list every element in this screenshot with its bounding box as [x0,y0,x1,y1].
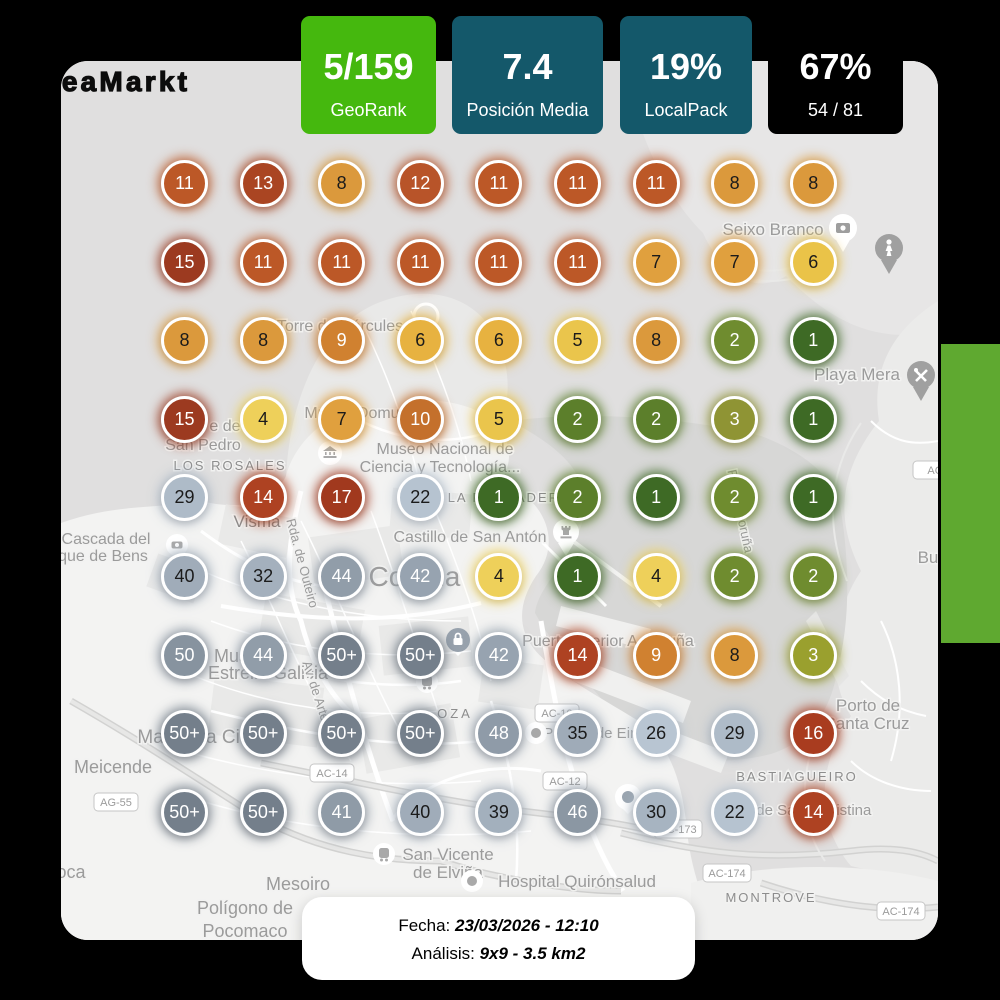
svg-text:Porto de: Porto de [836,696,900,715]
svg-text:AC-14: AC-14 [316,768,347,780]
svg-text:AG-55: AG-55 [100,797,132,809]
svg-text:MONTROVE: MONTROVE [725,890,816,905]
svg-text:Castillo de San Antón: Castillo de San Antón [394,529,547,546]
svg-text:Cascada del: Cascada del [62,531,151,548]
svg-text:Bu: Bu [918,548,938,567]
svg-text:LOS ROSALES: LOS ROSALES [173,458,286,473]
svg-text:Playa Mera: Playa Mera [814,365,901,384]
svg-text:Santa Cruz: Santa Cruz [824,714,909,733]
svg-text:Seixo Branco: Seixo Branco [722,220,823,239]
svg-text:BASTIAGUEIRO: BASTIAGUEIRO [736,769,858,784]
svg-text:AC-174: AC-174 [708,868,745,880]
svg-text:Pocomaco: Pocomaco [202,921,287,940]
svg-text:que de Bens: que de Bens [61,548,148,565]
svg-text:AC: AC [927,465,938,477]
svg-text:Mesoiro: Mesoiro [266,874,330,894]
svg-text:e de: e de [209,418,240,435]
svg-text:Hospital Quirónsalud: Hospital Quirónsalud [498,872,656,891]
svg-text:AC-174: AC-174 [882,906,919,918]
svg-text:OZA: OZA [437,706,473,721]
svg-text:San Vicente: San Vicente [402,845,493,864]
svg-text:Ciencia y Tecnología...: Ciencia y Tecnología... [360,459,521,476]
svg-text:Museo Nacional de: Museo Nacional de [377,441,514,458]
svg-text:Meicende: Meicende [74,757,152,777]
svg-text:AC-12: AC-12 [549,776,580,788]
svg-text:Polígono de: Polígono de [197,898,293,918]
svg-text:oca: oca [61,862,86,882]
